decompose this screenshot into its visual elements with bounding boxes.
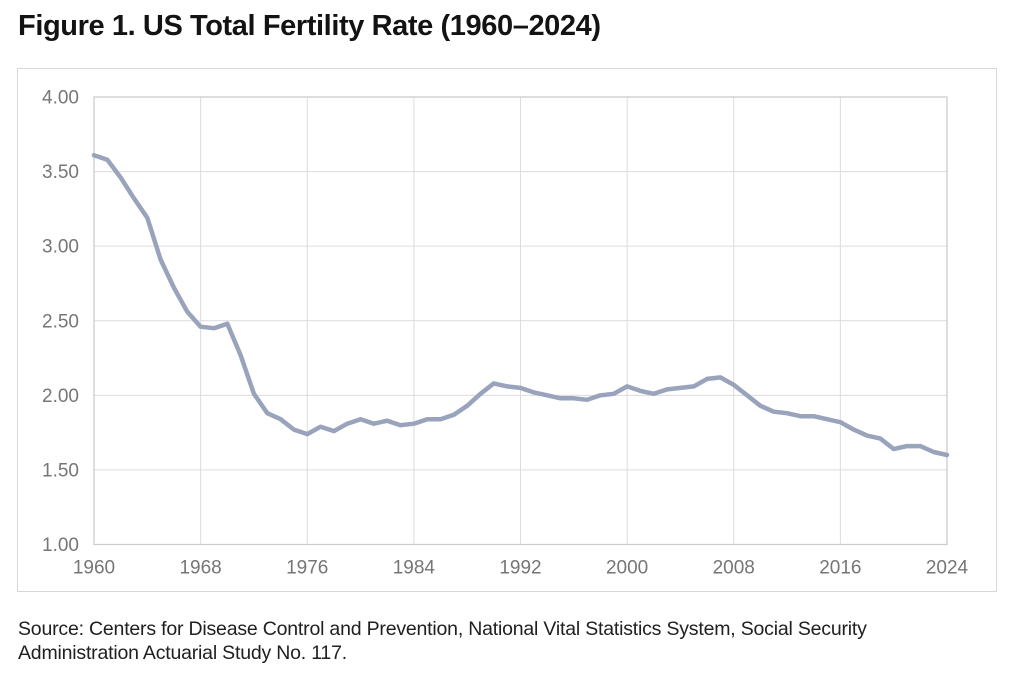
x-axis-tick-label: 1968 bbox=[179, 558, 221, 579]
x-axis-tick-label: 2024 bbox=[926, 558, 969, 579]
x-axis-tick-label: 1960 bbox=[73, 558, 115, 579]
source-note-line: Administration Actuarial Study No. 117. bbox=[18, 642, 347, 664]
figure-title: Figure 1. US Total Fertility Rate (1960–… bbox=[18, 10, 601, 42]
x-axis-tick-label: 1976 bbox=[286, 558, 328, 579]
plot-frame bbox=[93, 96, 948, 546]
y-axis-tick-label: 1.50 bbox=[42, 460, 79, 481]
y-axis-tick-label: 3.50 bbox=[42, 162, 79, 183]
fertility-rate-line bbox=[91, 152, 950, 458]
y-axis-tick-label: 2.50 bbox=[42, 311, 79, 332]
x-axis-tick-label: 2000 bbox=[606, 558, 648, 579]
x-axis-tick-label: 1984 bbox=[393, 558, 436, 579]
y-axis-tick-label: 4.00 bbox=[42, 88, 79, 109]
x-axis-tick-label: 1992 bbox=[499, 558, 541, 579]
x-axis-tick-label: 2008 bbox=[713, 558, 755, 579]
chart-container: 1.00 1.50 2.00 2.50 3.00 3.50 4.00 1960 1968 1976… bbox=[17, 68, 997, 592]
y-axis-tick-label: 1.00 bbox=[42, 535, 79, 556]
source-note: Source: Centers for Disease Control and … bbox=[18, 617, 867, 665]
fertility-line-chart: 1.00 1.50 2.00 2.50 3.00 3.50 4.00 1960 1968 1976… bbox=[42, 88, 969, 579]
y-axis-tick-label: 3.00 bbox=[42, 237, 79, 258]
source-note-line: Source: Centers for Disease Control and … bbox=[18, 618, 867, 640]
y-axis-tick-label: 2.00 bbox=[42, 386, 79, 407]
x-axis-tick-label: 2016 bbox=[819, 558, 861, 579]
